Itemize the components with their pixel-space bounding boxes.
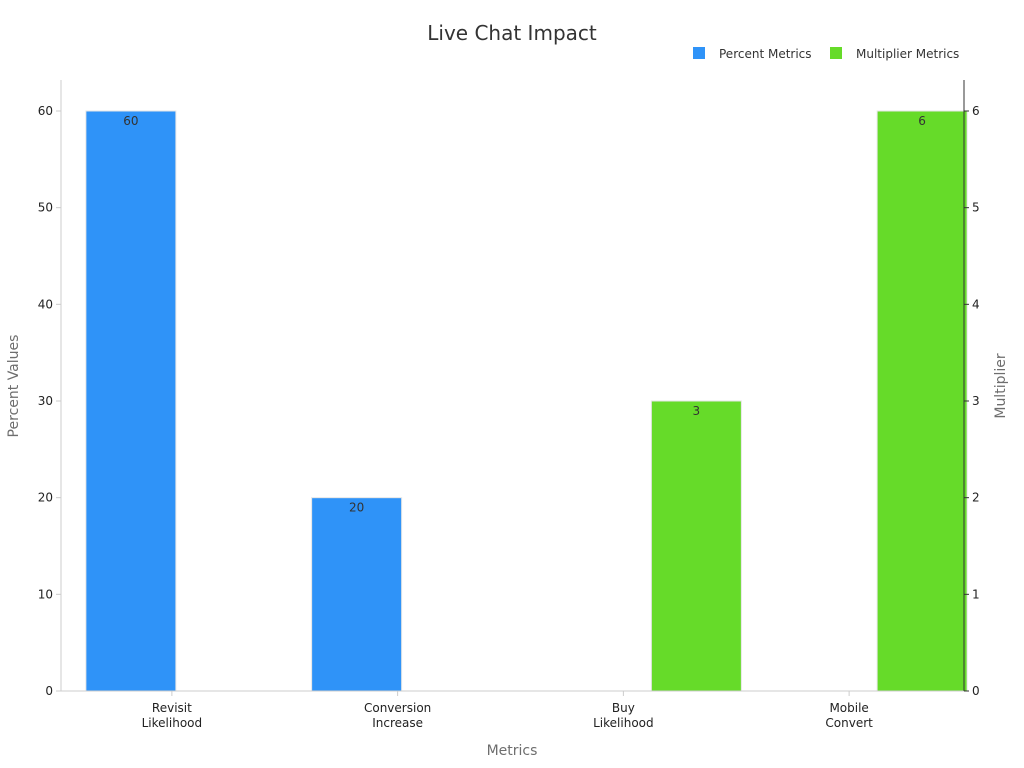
- x-tick-label: Conversion Increase: [364, 701, 431, 730]
- left-y-axis-title: Percent Values: [6, 335, 22, 438]
- legend: Percent Metrics Multiplier Metrics: [693, 47, 959, 61]
- chart-title: Live Chat Impact: [427, 21, 597, 45]
- right-tick-label: 3: [972, 394, 980, 408]
- left-tick-label: 60: [38, 104, 53, 118]
- right-y-axis-ticks: 0 1 2 3 4 5 6: [964, 104, 980, 698]
- left-tick-label: 10: [38, 587, 53, 601]
- right-tick-label: 2: [972, 491, 980, 505]
- legend-label: Multiplier Metrics: [856, 47, 959, 61]
- axes: [60, 80, 965, 692]
- bar: [650, 400, 742, 692]
- x-axis-title: Metrics: [487, 743, 538, 759]
- right-tick-label: 4: [972, 297, 980, 311]
- x-axis-tick-labels: Revisit Likelihood Conversion Increase Buy Li…: [142, 691, 873, 730]
- right-y-axis-title: Multiplier: [993, 353, 1009, 419]
- x-tick-label: Mobile Convert: [825, 701, 873, 730]
- bars: [85, 110, 968, 692]
- left-tick-label: 30: [38, 394, 53, 408]
- x-tick-label: Buy Likelihood: [593, 701, 654, 730]
- left-tick-label: 0: [45, 684, 53, 698]
- right-tick-label: 6: [972, 104, 980, 118]
- right-tick-label: 5: [972, 201, 980, 215]
- left-y-axis-ticks: 0 10 20 30 40 50 60: [38, 104, 61, 698]
- right-tick-label: 0: [972, 684, 980, 698]
- left-tick-label: 50: [38, 201, 53, 215]
- legend-swatch: [693, 47, 705, 59]
- x-tick-label: Revisit Likelihood: [142, 701, 203, 730]
- bar: [85, 110, 177, 692]
- bar-value-label: 6: [918, 114, 926, 128]
- left-tick-label: 40: [38, 297, 53, 311]
- legend-swatch: [830, 47, 842, 59]
- left-tick-label: 20: [38, 491, 53, 505]
- bar-labels: 60 20 3 6: [123, 114, 926, 515]
- right-tick-label: 1: [972, 587, 980, 601]
- bar: [311, 497, 403, 692]
- bar-value-label: 60: [123, 114, 138, 128]
- bar-value-label: 20: [349, 501, 364, 515]
- bar: [876, 110, 968, 692]
- legend-label: Percent Metrics: [719, 47, 812, 61]
- bar-value-label: 3: [693, 404, 701, 418]
